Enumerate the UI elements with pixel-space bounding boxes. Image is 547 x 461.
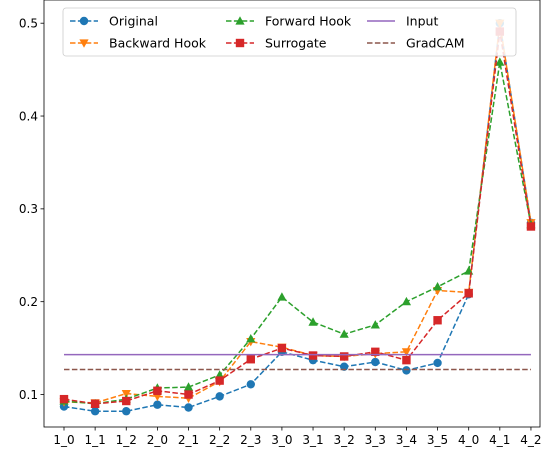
data-point-original	[184, 403, 193, 412]
data-point-surrogate	[526, 222, 536, 231]
legend-item-forward-hook: Forward Hook	[226, 14, 352, 29]
data-point-original	[215, 392, 224, 401]
x-tick-label: 3_1	[302, 433, 323, 447]
data-point-original	[153, 400, 162, 409]
legend-label-original: Original	[109, 14, 158, 29]
legend: Original Backward Hook Forward Hook Surroga…	[62, 7, 517, 57]
plot-series	[59, 19, 536, 416]
legend-label-surrogate: Surrogate	[265, 36, 327, 51]
data-point-backward-hook	[121, 389, 131, 399]
data-point-surrogate	[184, 390, 193, 399]
x-tick-label: 2_3	[240, 433, 261, 447]
legend-label-backward-hook: Backward Hook	[109, 36, 207, 51]
data-point-surrogate	[215, 376, 224, 385]
x-tick-label: 2_2	[209, 433, 230, 447]
x-tick-label: 4_0	[458, 433, 479, 447]
data-point-forward-hook	[370, 320, 380, 329]
x-tick-label: 4_1	[489, 433, 510, 447]
x-tick-label: 3_2	[334, 433, 355, 447]
data-point-original	[402, 366, 411, 375]
data-point-original	[122, 407, 131, 416]
series-line-original	[63, 23, 532, 412]
legend-item-gradcam: GradCAM	[367, 36, 464, 51]
data-point-forward-hook	[308, 317, 318, 326]
series-line-surrogate	[63, 31, 532, 405]
legend-marker-surrogate	[235, 38, 245, 48]
data-point-surrogate	[433, 316, 442, 325]
legend-box	[62, 7, 517, 57]
data-point-surrogate	[402, 355, 411, 365]
y-tick-label: 0.1	[19, 388, 38, 402]
data-point-forward-hook	[495, 57, 505, 66]
x-tick-label: 1_2	[116, 433, 137, 447]
legend-label-input: Input	[406, 14, 438, 29]
data-point-forward-hook	[277, 292, 287, 301]
x-axis: 1_0 1_1 1_2 2_0 2_1 2_2 2_3 3_0 3_1 3_2 3_3 3_4 3_5 4…	[53, 427, 542, 447]
data-point-surrogate	[277, 343, 287, 353]
x-tick-label: 1_1	[84, 433, 105, 447]
data-point-surrogate	[122, 396, 131, 406]
data-point-surrogate	[246, 355, 255, 364]
x-tick-label: 3_0	[271, 433, 292, 447]
data-point-surrogate	[153, 386, 162, 395]
legend-item-original: Original	[70, 14, 158, 29]
data-point-backward-hook	[401, 348, 412, 357]
data-point-forward-hook	[183, 382, 194, 391]
y-tick-label: 0.3	[19, 202, 38, 216]
data-point-forward-hook	[339, 329, 349, 338]
plot-frame	[43, 0, 541, 428]
data-point-original	[371, 357, 380, 367]
series-line-forward-hook	[63, 62, 532, 405]
x-tick-label: 4_2	[520, 433, 541, 447]
y-tick-label: 0.5	[19, 17, 38, 31]
data-point-surrogate	[339, 352, 349, 361]
data-point-surrogate	[59, 394, 69, 404]
data-point-surrogate	[308, 351, 318, 360]
x-tick-label: 1_0	[53, 433, 74, 447]
x-tick-label: 3_4	[396, 433, 417, 447]
data-point-surrogate	[90, 399, 100, 408]
legend-item-input: Input	[367, 14, 438, 29]
data-point-original	[90, 407, 100, 416]
x-tick-label: 3_3	[365, 433, 386, 447]
legend-label-forward-hook: Forward Hook	[265, 14, 352, 29]
y-tick-label: 0.4	[19, 109, 38, 123]
y-tick-label: 0.2	[19, 295, 38, 309]
y-axis: 0.1 0.2 0.3 0.4 0.5	[19, 17, 44, 402]
legend-marker-backward-hook	[79, 39, 89, 48]
data-point-original	[246, 380, 255, 389]
data-point-forward-hook	[246, 334, 256, 343]
legend-item-backward-hook: Backward Hook	[70, 36, 207, 51]
legend-marker-original	[79, 16, 89, 26]
data-point-surrogate	[464, 289, 473, 298]
x-tick-label: 2_1	[178, 433, 199, 447]
legend-item-surrogate: Surrogate	[226, 36, 327, 51]
data-point-original	[433, 358, 442, 368]
legend-label-gradcam: GradCAM	[406, 36, 464, 51]
data-point-forward-hook	[401, 296, 412, 306]
legend-marker-forward-hook	[235, 16, 245, 25]
x-tick-label: 2_0	[147, 433, 168, 447]
x-tick-label: 3_5	[427, 433, 448, 447]
data-point-surrogate	[371, 347, 380, 357]
data-point-forward-hook	[432, 282, 443, 291]
series-line-backward-hook	[63, 23, 532, 404]
